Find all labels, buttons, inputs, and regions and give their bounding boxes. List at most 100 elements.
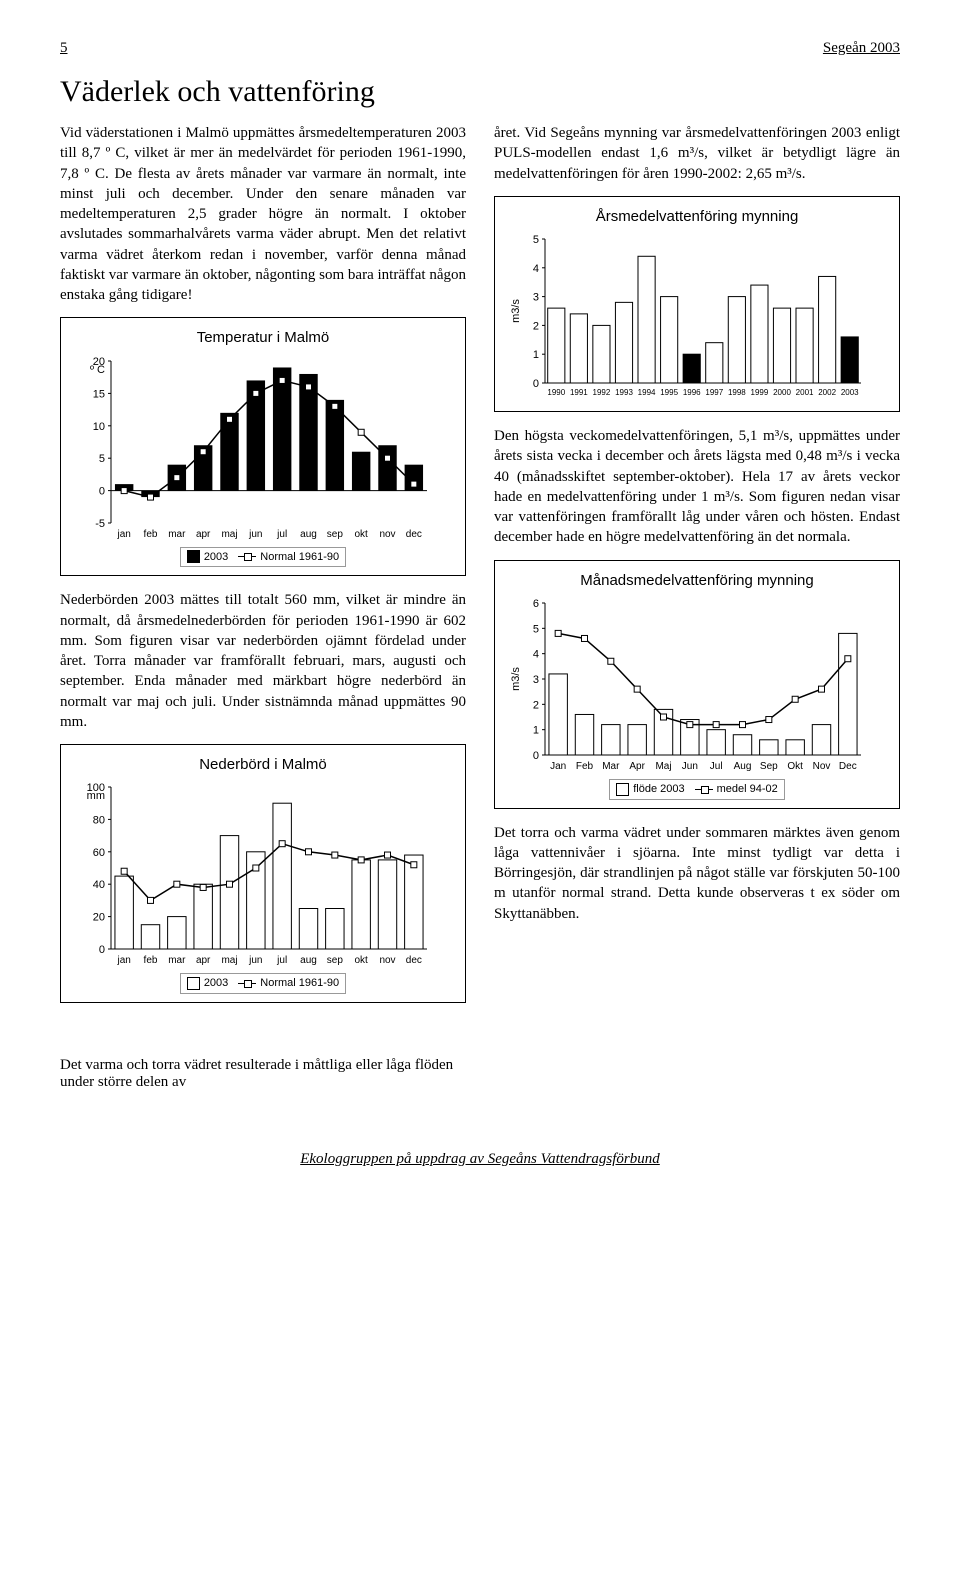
temp-legend: 2003 Normal 1961-90 xyxy=(180,547,346,568)
temp-chart-svg: -505101520º Cjanfebmaraprmajjunjulaugsep… xyxy=(73,355,433,545)
svg-text:º C: º C xyxy=(90,364,105,376)
left-para-2: Nederbörden 2003 mättes till totalt 560 … xyxy=(60,590,466,732)
annual-chart: Årsmedelvattenföring mynning 012345m3/s1… xyxy=(494,196,900,412)
monthly-flow-chart: Månadsmedelvattenföring mynning 0123456m… xyxy=(494,560,900,809)
precip-chart: Nederbörd i Malmö 020406080100mmjanfebma… xyxy=(60,744,466,1003)
svg-text:40: 40 xyxy=(93,880,105,892)
svg-text:jan: jan xyxy=(116,529,130,540)
svg-text:5: 5 xyxy=(99,453,105,465)
flow-legend: flöde 2003 medel 94-02 xyxy=(609,779,785,800)
svg-text:mm: mm xyxy=(87,790,105,802)
page-header: 5 Segeån 2003 xyxy=(60,40,900,57)
svg-text:mar: mar xyxy=(168,529,186,540)
precip-legend: 2003 Normal 1961-90 xyxy=(180,973,346,994)
svg-text:okt: okt xyxy=(354,955,368,966)
svg-text:0: 0 xyxy=(99,944,105,956)
svg-text:4: 4 xyxy=(533,648,539,660)
svg-text:jul: jul xyxy=(276,529,287,540)
page: 5 Segeån 2003 Väderlek och vattenföring … xyxy=(0,0,960,1198)
svg-text:apr: apr xyxy=(196,529,211,540)
two-columns: Vid väderstationen i Malmö uppmättes års… xyxy=(60,123,900,1017)
temp-lg-2003: 2003 xyxy=(204,550,228,565)
left-column: Vid väderstationen i Malmö uppmättes års… xyxy=(60,123,466,1017)
svg-text:2: 2 xyxy=(533,320,539,332)
annual-chart-title: Årsmedelvattenföring mynning xyxy=(507,207,887,227)
svg-text:feb: feb xyxy=(144,529,158,540)
svg-text:aug: aug xyxy=(300,955,317,966)
precip-lg-normal: Normal 1961-90 xyxy=(260,976,339,991)
svg-text:15: 15 xyxy=(93,388,105,400)
svg-text:1995: 1995 xyxy=(660,388,678,397)
bottom-para: Det varma och torra vädret resulterade i… xyxy=(60,1057,460,1091)
svg-text:nov: nov xyxy=(379,529,395,540)
svg-text:Aug: Aug xyxy=(734,761,752,772)
svg-text:1992: 1992 xyxy=(593,388,611,397)
svg-text:2003: 2003 xyxy=(841,388,859,397)
svg-text:10: 10 xyxy=(93,420,105,432)
temp-chart-title: Temperatur i Malmö xyxy=(73,328,453,348)
right-column: året. Vid Segeåns mynning var årsmedelva… xyxy=(494,123,900,1017)
svg-text:Dec: Dec xyxy=(839,761,857,772)
svg-text:sep: sep xyxy=(327,955,344,966)
svg-text:m3/s: m3/s xyxy=(510,666,522,690)
annual-chart-svg: 012345m3/s199019911992199319941995199619… xyxy=(507,233,867,403)
svg-text:jun: jun xyxy=(248,529,262,540)
svg-text:sep: sep xyxy=(327,529,344,540)
svg-text:5: 5 xyxy=(533,623,539,635)
svg-text:Sep: Sep xyxy=(760,761,778,772)
svg-text:jul: jul xyxy=(276,955,287,966)
svg-text:2002: 2002 xyxy=(818,388,836,397)
flow-lg-2003: flöde 2003 xyxy=(633,782,684,797)
precip-chart-svg: 020406080100mmjanfebmaraprmajjunjulaugse… xyxy=(73,781,433,971)
svg-text:nov: nov xyxy=(379,955,395,966)
page-footer: Ekologgruppen på uppdrag av Segeåns Vatt… xyxy=(60,1151,900,1168)
svg-text:Jan: Jan xyxy=(550,761,566,772)
svg-text:Nov: Nov xyxy=(813,761,831,772)
svg-text:m3/s: m3/s xyxy=(510,299,522,323)
page-title: Väderlek och vattenföring xyxy=(60,75,900,109)
temp-chart: Temperatur i Malmö -505101520º Cjanfebma… xyxy=(60,317,466,576)
svg-text:Mar: Mar xyxy=(602,761,620,772)
precip-lg-2003: 2003 xyxy=(204,976,228,991)
svg-text:1998: 1998 xyxy=(728,388,746,397)
svg-text:1994: 1994 xyxy=(638,388,656,397)
temp-lg-normal: Normal 1961-90 xyxy=(260,550,339,565)
svg-text:1991: 1991 xyxy=(570,388,588,397)
svg-text:Maj: Maj xyxy=(655,761,671,772)
right-para-2: Den högsta veckomedelvattenföringen, 5,1… xyxy=(494,426,900,548)
svg-text:jun: jun xyxy=(248,955,262,966)
svg-text:0: 0 xyxy=(99,485,105,497)
svg-text:1999: 1999 xyxy=(751,388,769,397)
svg-text:1990: 1990 xyxy=(547,388,565,397)
svg-text:2000: 2000 xyxy=(773,388,791,397)
svg-text:0: 0 xyxy=(533,750,539,762)
svg-text:Apr: Apr xyxy=(629,761,645,772)
left-para-1: Vid väderstationen i Malmö uppmättes års… xyxy=(60,123,466,305)
svg-text:dec: dec xyxy=(406,955,422,966)
svg-text:5: 5 xyxy=(533,234,539,246)
svg-text:0: 0 xyxy=(533,378,539,390)
svg-text:20: 20 xyxy=(93,912,105,924)
svg-text:Feb: Feb xyxy=(576,761,594,772)
svg-text:1993: 1993 xyxy=(615,388,633,397)
right-para-1: året. Vid Segeåns mynning var årsmedelva… xyxy=(494,123,900,184)
svg-text:Jul: Jul xyxy=(710,761,723,772)
svg-text:2: 2 xyxy=(533,699,539,711)
svg-text:1: 1 xyxy=(533,724,539,736)
svg-text:1: 1 xyxy=(533,349,539,361)
svg-text:4: 4 xyxy=(533,263,539,275)
page-number: 5 xyxy=(60,40,68,57)
svg-text:aug: aug xyxy=(300,529,317,540)
monthly-flow-title: Månadsmedelvattenföring mynning xyxy=(507,571,887,591)
svg-text:Okt: Okt xyxy=(787,761,803,772)
right-para-3: Det torra och varma vädret under sommare… xyxy=(494,823,900,924)
precip-chart-title: Nederbörd i Malmö xyxy=(73,755,453,775)
svg-text:mar: mar xyxy=(168,955,186,966)
svg-text:feb: feb xyxy=(144,955,158,966)
svg-text:-5: -5 xyxy=(95,518,105,530)
svg-text:jan: jan xyxy=(116,955,130,966)
svg-text:80: 80 xyxy=(93,815,105,827)
svg-text:dec: dec xyxy=(406,529,422,540)
svg-text:1996: 1996 xyxy=(683,388,701,397)
svg-text:3: 3 xyxy=(533,674,539,686)
